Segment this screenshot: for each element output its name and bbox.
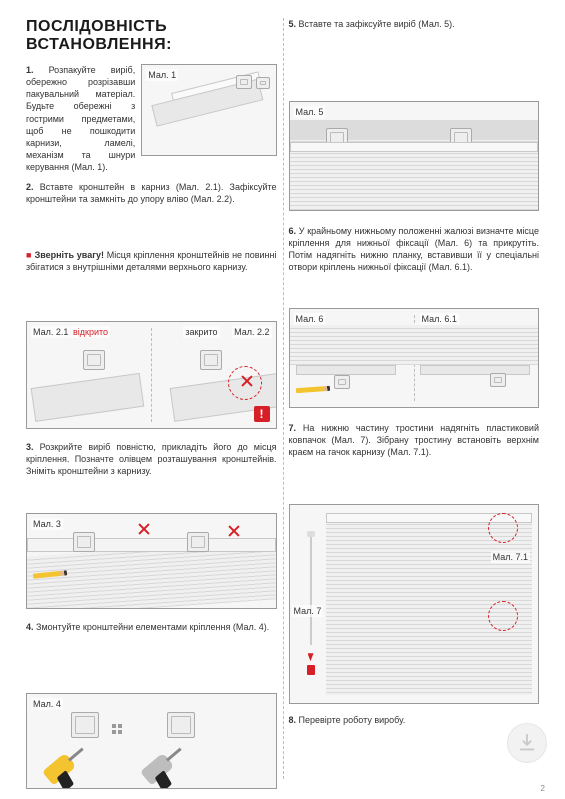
step-3-body: Розкрийте виріб повністю, прикладіть йог… <box>26 442 277 476</box>
step-2-text: 2. Вставте кронштейн в карниз (Мал. 2.1)… <box>26 181 277 245</box>
step-7-body: На нижню частину тростини надягніть плас… <box>289 423 540 457</box>
fig2-bracket-closed <box>200 350 222 370</box>
step-2-body: Вставте кронштейн в карниз (Мал. 2.1). З… <box>26 182 277 204</box>
step-1-body: Розпакуйте виріб, обережно розрізавши па… <box>26 65 135 172</box>
fig2-divider <box>151 328 152 422</box>
fig3-bracket-b <box>187 532 209 552</box>
fig4-drill-a <box>39 739 96 789</box>
step-1-row: 1. Розпакуйте виріб, обережно розрізавши… <box>26 64 277 173</box>
step-1-text: 1. Розпакуйте виріб, обережно розрізавши… <box>26 64 135 173</box>
fig2-rail-left <box>31 373 145 422</box>
figure-71-label: Мал. 7.1 <box>491 551 530 563</box>
fig7-wand-cap <box>308 653 314 661</box>
step-7-text: 7. На нижню частину тростини надягніть п… <box>289 422 540 497</box>
fig6-pencil <box>295 385 329 392</box>
figure-3-label: Мал. 3 <box>31 518 63 530</box>
fig4-screws <box>112 724 116 728</box>
page-title: ПОСЛІДОВНІСТЬ ВСТАНОВЛЕННЯ: <box>26 18 277 54</box>
fig6-clip-right <box>490 373 506 387</box>
figure-21-label: Мал. 2.1 <box>31 326 70 338</box>
step-2-warning: ■ Зверніть увагу! Місця кріплення кроншт… <box>26 249 277 313</box>
step-8-num: 8. <box>289 715 297 725</box>
fig3-xmark-b <box>227 524 241 538</box>
figure-5: Мал. 5 <box>289 101 540 211</box>
fig7-wand <box>310 535 312 645</box>
left-column: ПОСЛІДОВНІСТЬ ВСТАНОВЛЕННЯ: 1. Розпакуйт… <box>20 18 283 789</box>
step-3-num: 3. <box>26 442 34 452</box>
step-2-num: 2. <box>26 182 34 192</box>
fig1-part-b <box>256 77 270 89</box>
step-8-text: 8. Перевірте роботу виробу. <box>289 714 540 789</box>
figure-2-closed: закрито <box>183 326 219 338</box>
page: ПОСЛІДОВНІСТЬ ВСТАНОВЛЕННЯ: 1. Розпакуйт… <box>0 0 565 799</box>
step-8-body: Перевірте роботу виробу. <box>299 715 406 725</box>
step-1-num: 1. <box>26 65 34 75</box>
fig6-blinds-right <box>414 325 538 365</box>
fig4-bracket-a <box>71 712 99 738</box>
fig1-part-a <box>236 75 252 89</box>
fig5-headrail <box>290 142 539 152</box>
fig2-bracket-open <box>83 350 105 370</box>
watermark-icon <box>507 723 547 763</box>
step-6-num: 6. <box>289 226 297 236</box>
step-4-body: Змонтуйте кронштейни елементами кріпленн… <box>36 622 269 632</box>
figure-6: Мал. 6 Мал. 6.1 <box>289 308 540 408</box>
step-3-text: 3. Розкрийте виріб повністю, прикладіть … <box>26 441 277 505</box>
figure-61-label: Мал. 6.1 <box>420 313 459 325</box>
fig7-cap-piece <box>307 665 315 675</box>
fig3-headrail <box>27 538 276 552</box>
figure-7-label: Мал. 7 <box>292 605 324 617</box>
fig4-drill-b <box>137 739 194 789</box>
fig6-bottomrail-left <box>296 365 396 375</box>
fig2-xmark <box>240 374 254 388</box>
figure-6-label: Мал. 6 <box>294 313 326 325</box>
fig6-clip-left <box>334 375 350 389</box>
figure-3: Мал. 3 <box>26 513 277 609</box>
right-column: 5. Вставте та зафіксуйте виріб (Мал. 5).… <box>283 18 546 789</box>
step-7-num: 7. <box>289 423 297 433</box>
step-4-text: 4. Змонтуйте кронштейни елементами кріпл… <box>26 621 277 685</box>
figure-2-open: відкрито <box>71 326 110 338</box>
figure-4-label: Мал. 4 <box>31 698 63 710</box>
fig3-bracket-a <box>73 532 95 552</box>
fig3-xmark-a <box>137 522 151 536</box>
step-5-text: 5. Вставте та зафіксуйте виріб (Мал. 5). <box>289 18 540 93</box>
page-number: 2 <box>541 784 545 793</box>
figure-4: Мал. 4 <box>26 693 277 789</box>
drill-bit-b <box>166 748 182 762</box>
figure-5-label: Мал. 5 <box>294 106 326 118</box>
fig7-wand-top <box>307 531 315 537</box>
fig6-bottomrail-right <box>420 365 530 375</box>
step-5-num: 5. <box>289 19 297 29</box>
column-divider <box>283 18 284 779</box>
drill-bit-a <box>68 748 84 762</box>
figure-1: Мал. 1 <box>141 64 276 156</box>
fig4-bracket-b <box>167 712 195 738</box>
warning-label: Зверніть увагу! <box>35 250 104 260</box>
step-6-body: У крайньому нижньому положенні жалюзі ви… <box>289 226 540 272</box>
fig2-warning-badge: ! <box>254 406 270 422</box>
warning-marker: ■ <box>26 250 32 260</box>
step-5-body: Вставте та зафіксуйте виріб (Мал. 5). <box>299 19 455 29</box>
figure-1-label: Мал. 1 <box>146 69 178 81</box>
figure-22-label: Мал. 2.2 <box>232 326 271 338</box>
step-6-text: 6. У крайньому нижньому положенні жалюзі… <box>289 225 540 300</box>
fig6-blinds-left <box>290 325 414 365</box>
figure-7: Мал. 7 Мал. 7.1 <box>289 504 540 704</box>
figure-2: Мал. 2.1 відкрито закрито Мал. 2.2 ! <box>26 321 277 429</box>
download-icon <box>516 732 538 754</box>
step-4-num: 4. <box>26 622 34 632</box>
